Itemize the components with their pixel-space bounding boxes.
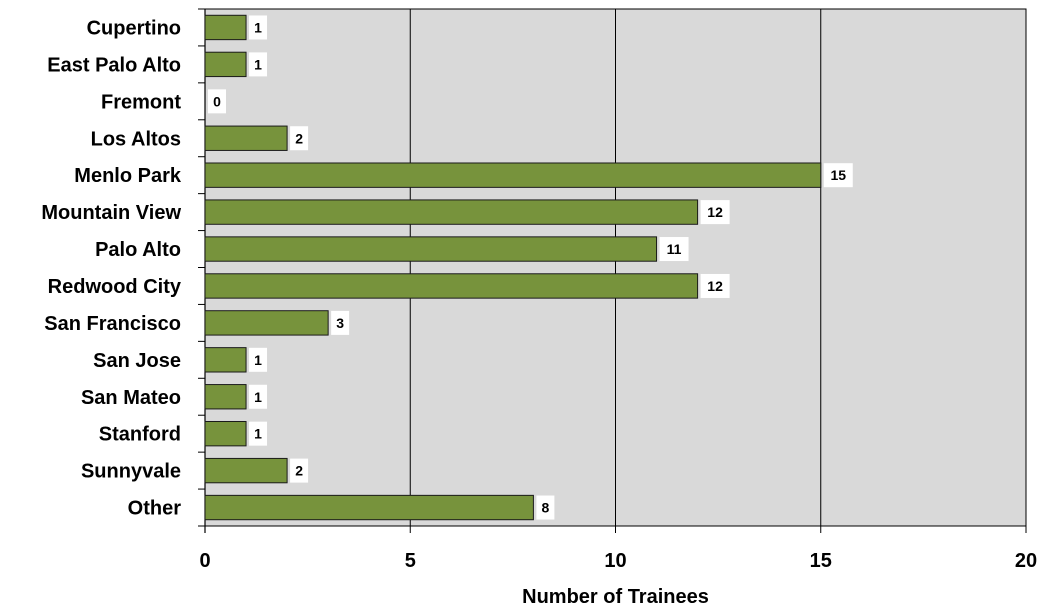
- bar: [204, 236, 658, 262]
- data-label: 2: [295, 463, 303, 479]
- data-label-box: [249, 421, 268, 446]
- data-label-box: [659, 237, 689, 262]
- x-tick-label: 5: [405, 550, 416, 572]
- data-label-box: [331, 310, 350, 335]
- category-labels: Cupertino East Palo Alto Fremont Los Altos M…: [41, 17, 182, 519]
- category-label: Mountain View: [41, 202, 181, 224]
- data-label: 2: [295, 130, 303, 146]
- category-label: Sunnyvale: [81, 461, 181, 483]
- bar: [204, 273, 699, 299]
- data-label-box: [700, 273, 730, 298]
- category-label: Fremont: [101, 91, 181, 113]
- data-label-box: [208, 89, 226, 114]
- category-label: San Mateo: [81, 387, 181, 409]
- bar: [204, 199, 699, 225]
- data-label-box: [290, 126, 309, 151]
- bar: [204, 14, 247, 41]
- category-label: East Palo Alto: [47, 54, 181, 76]
- data-label-box: [249, 384, 268, 409]
- data-label-box: [536, 495, 555, 520]
- x-tick-label: 0: [199, 550, 210, 572]
- x-axis-ticks: 0 5 10 15 20: [199, 526, 1037, 572]
- category-label: Menlo Park: [74, 165, 182, 187]
- bar: [204, 51, 247, 78]
- bar: [204, 420, 247, 447]
- data-label-box: [700, 200, 730, 225]
- category-label: Palo Alto: [95, 239, 181, 261]
- gridlines: [198, 8, 1027, 533]
- bar: [204, 310, 329, 336]
- data-label: 1: [254, 389, 262, 405]
- data-label: 1: [254, 352, 262, 368]
- data-label: 12: [707, 278, 723, 294]
- x-tick-label: 20: [1015, 550, 1037, 572]
- data-label: 11: [667, 241, 682, 257]
- category-label: San Jose: [93, 350, 181, 372]
- data-label: 1: [254, 56, 262, 72]
- category-label: San Francisco: [44, 313, 181, 335]
- data-label: 8: [542, 500, 550, 516]
- data-label: 1: [254, 426, 262, 442]
- category-label: Stanford: [99, 424, 181, 446]
- data-label-box: [290, 458, 309, 483]
- category-label: Other: [128, 498, 182, 520]
- data-label-box: [249, 347, 268, 372]
- data-label: 3: [336, 315, 344, 331]
- bar: [204, 494, 534, 521]
- data-label: 0: [213, 93, 221, 109]
- data-label: 1: [254, 19, 262, 35]
- category-label: Los Altos: [91, 128, 181, 150]
- data-label-box: [249, 52, 268, 77]
- category-label: Redwood City: [48, 276, 182, 298]
- bar: [204, 384, 247, 410]
- bar: [204, 125, 288, 151]
- data-label-box: [823, 163, 853, 188]
- bar: [204, 347, 247, 373]
- bar: [204, 457, 288, 484]
- x-axis-title: Number of Trainees: [522, 586, 709, 608]
- data-label-box: [249, 15, 268, 40]
- data-label: 12: [707, 204, 723, 220]
- x-tick-label: 10: [604, 550, 626, 572]
- data-label: 15: [830, 167, 846, 183]
- bar: [204, 162, 822, 188]
- x-tick-label: 15: [810, 550, 832, 572]
- category-label: Cupertino: [87, 17, 181, 39]
